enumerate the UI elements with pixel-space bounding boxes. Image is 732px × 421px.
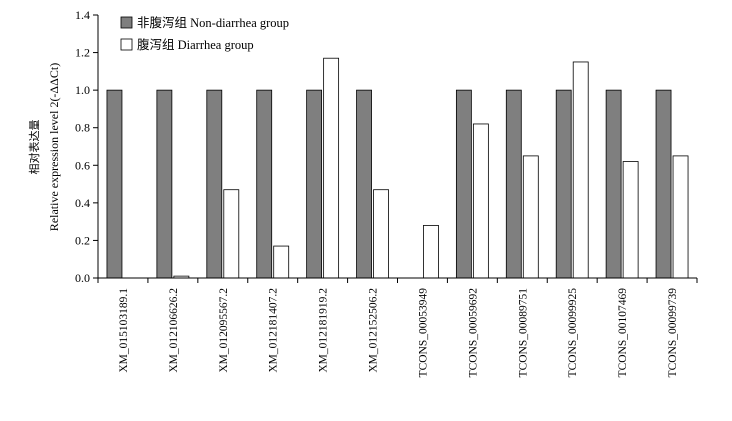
x-tick-label: XM_012106626.2 [168,288,180,373]
legend: 非腹泻组 Non-diarrhea group 腹泻组 Diarrhea grou… [120,16,289,52]
y-axis-title: Relative expression level 2(-ΔΔCt) [47,63,61,231]
x-tick-label: XM_012181407.2 [268,288,280,373]
x-tick-label: XM_012095567.2 [218,288,230,373]
bar-series-2 [672,155,689,279]
legend-swatch-1 [120,16,133,29]
x-tick-label: XM_012181919.2 [318,288,330,373]
y-tick-label: 1.4 [75,8,90,22]
x-tick-label: TCONS_00099925 [567,288,579,378]
x-tick-label: TCONS_00059692 [467,288,479,378]
bar-series-2 [423,224,439,279]
bar-series-1 [455,89,472,279]
bar-series-1 [605,89,622,279]
legend-label-2: 腹泻组 Diarrhea group [137,38,254,52]
x-tick-label: TCONS_00089751 [517,288,529,378]
x-tick-label: TCONS_00053949 [417,288,429,378]
x-axis: XM_015103189.1 XM_012106626.2 XM_012095567… [97,277,698,378]
y-axis: 0.0 0.2 0.4 0.6 0.8 1.0 1.2 1.4 [75,8,99,285]
bar-series-2 [323,57,340,279]
bar-series-2 [622,161,639,279]
y-tick-label: 0.0 [75,271,90,285]
x-tick-label: XM_015103189.1 [118,288,130,373]
x-tick-label: TCONS_00107469 [617,288,629,378]
legend-swatch-2 [120,38,133,51]
y-tick-label: 0.8 [75,121,90,135]
y-tick-label: 1.2 [75,46,90,60]
y-axis-title-cn: 相对表达量 [27,120,41,175]
x-tick-label: XM_012152506.2 [368,288,380,373]
y-tick-label: 0.4 [75,196,90,210]
bar-series-1 [256,89,273,279]
bar-series-1 [206,89,223,279]
bar-series-2 [572,61,589,279]
bar-series-1 [356,89,372,279]
bar-series-1 [156,89,173,279]
y-tick-label: 0.6 [75,158,90,172]
bar-series-2 [472,123,489,279]
bar-series-2 [522,155,539,279]
bar-series-2 [373,189,389,279]
x-tick-label: TCONS_00099739 [667,288,679,378]
bar-series-2 [223,189,240,279]
y-tick-label: 1.0 [75,83,90,97]
bar-series-1 [655,89,672,279]
bar-series-1 [555,89,572,279]
legend-label-1: 非腹泻组 Non-diarrhea group [137,16,289,30]
bars [106,57,689,279]
bar-series-1 [306,89,323,279]
bar-series-1 [106,89,123,279]
bar-series-2 [273,245,290,279]
y-tick-label: 0.2 [75,233,90,247]
bar-series-1 [505,89,522,279]
